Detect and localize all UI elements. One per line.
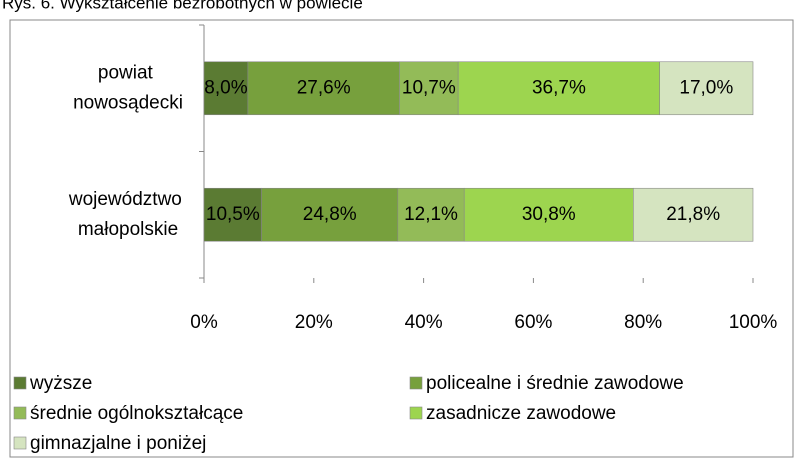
x-tick-label: 0% xyxy=(190,312,218,333)
legend-swatch xyxy=(13,406,27,420)
value-label: 36,7% xyxy=(532,77,586,98)
x-tick-label: 60% xyxy=(514,312,552,333)
bar-segment xyxy=(203,187,262,242)
legend-swatch xyxy=(409,376,423,390)
category-label: województwo małopolskie xyxy=(68,189,187,240)
legend-label: wyższe xyxy=(29,373,92,394)
legend-label: zasadnicze zawodowe xyxy=(426,403,616,424)
x-tick-label: 40% xyxy=(405,312,443,333)
legend-label: średnie ogólnokształcące xyxy=(30,403,243,424)
legend-label: gimnazjalne i poniżej xyxy=(30,433,206,454)
value-label: 8,0% xyxy=(204,77,247,98)
legend-swatch xyxy=(13,436,27,450)
chart-title: Rys. 6. Wykształcenie bezrobotnych w pow… xyxy=(2,0,363,12)
bar-segment xyxy=(399,61,459,116)
x-tick-label: 20% xyxy=(295,312,333,333)
value-label: 10,7% xyxy=(402,77,456,98)
bar-segment xyxy=(247,61,400,116)
value-label: 10,5% xyxy=(206,204,260,225)
value-label: 12,1% xyxy=(404,204,458,225)
value-label: 17,0% xyxy=(679,77,733,98)
bar-segment xyxy=(463,187,634,242)
x-tick-label: 100% xyxy=(729,312,778,333)
legend-label: policealne i średnie zawodowe xyxy=(426,373,684,394)
bar-segment xyxy=(633,187,754,242)
legend-swatch xyxy=(409,406,423,420)
legend-swatch xyxy=(13,376,27,390)
x-tick-label: 80% xyxy=(624,312,662,333)
bar-segment xyxy=(659,61,754,116)
bar-segment xyxy=(457,61,660,116)
value-label: 30,8% xyxy=(522,204,576,225)
bar-segment xyxy=(397,187,465,242)
value-label: 24,8% xyxy=(303,204,357,225)
category-label: powiat nowosądecki xyxy=(73,62,183,113)
value-label: 21,8% xyxy=(666,204,720,225)
value-label: 27,6% xyxy=(297,77,351,98)
bar-segment xyxy=(203,61,249,116)
